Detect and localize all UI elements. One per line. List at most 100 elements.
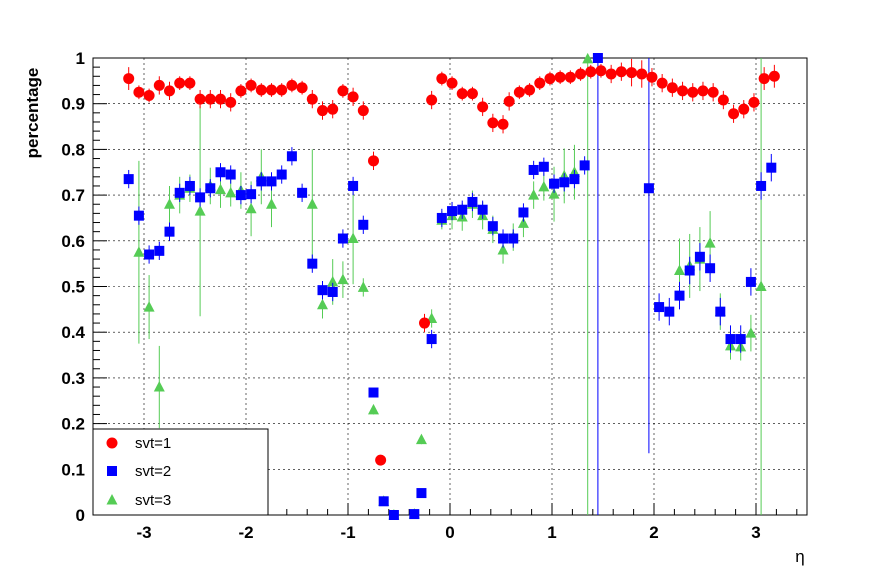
data-point — [419, 317, 430, 329]
x-tick-label: -2 — [238, 523, 253, 542]
data-point — [687, 86, 699, 98]
data-point — [194, 93, 206, 105]
y-tick-label: 0.2 — [61, 415, 85, 434]
data-point — [306, 93, 318, 105]
data-point — [664, 306, 675, 317]
data-point — [297, 187, 308, 198]
data-point — [735, 334, 746, 345]
data-point — [368, 155, 379, 167]
data-point — [544, 73, 556, 85]
data-point — [143, 301, 155, 312]
data-point — [748, 96, 760, 108]
data-point — [717, 94, 729, 106]
data-point — [195, 192, 206, 203]
series-square — [123, 53, 777, 520]
data-point — [579, 160, 590, 171]
data-point — [528, 164, 539, 175]
data-point — [503, 95, 515, 107]
axis-layer: -3 -2 -1 0 1 2 3 0 0.1 0.2 0.3 0.4 0.5 0.6 0.7 0.8 0.9 1 — [61, 49, 798, 542]
data-point — [245, 202, 257, 214]
data-point — [317, 105, 328, 117]
data-point — [286, 151, 297, 162]
data-point — [513, 86, 525, 98]
data-point — [225, 186, 237, 198]
data-point — [358, 219, 369, 230]
data-point — [554, 71, 566, 83]
data-point — [204, 93, 216, 105]
data-point — [174, 187, 185, 198]
data-point — [357, 281, 369, 292]
data-point — [368, 387, 379, 398]
legend-marker — [106, 437, 118, 449]
data-point — [626, 67, 638, 79]
data-point — [368, 403, 379, 415]
data-point — [266, 176, 277, 187]
data-point — [256, 176, 267, 187]
data-point — [766, 162, 777, 173]
data-point — [745, 276, 756, 287]
legend-markers — [106, 437, 118, 505]
data-point — [666, 82, 678, 94]
data-point — [215, 93, 226, 105]
data-point — [559, 177, 570, 188]
data-point — [564, 71, 576, 83]
series-circle — [123, 58, 780, 466]
data-point — [255, 84, 267, 96]
data-point — [528, 189, 540, 200]
data-point — [725, 334, 736, 345]
y-tick-label: 0.4 — [61, 323, 85, 342]
data-point — [549, 178, 560, 189]
legend: svt=1 svt=2 svt=3 — [92, 428, 269, 516]
data-point — [164, 198, 175, 209]
data-point — [123, 73, 135, 85]
data-point — [133, 210, 144, 221]
data-point — [426, 94, 438, 106]
data-point — [487, 117, 499, 129]
data-point — [518, 207, 529, 218]
data-point — [524, 84, 536, 96]
data-point — [585, 66, 597, 78]
data-point — [164, 85, 175, 97]
data-point — [426, 334, 437, 345]
x-tick-label: 2 — [649, 523, 658, 542]
data-point — [327, 286, 338, 297]
data-point — [296, 82, 308, 94]
data-point — [677, 85, 689, 97]
data-point — [756, 180, 767, 191]
data-point — [456, 88, 468, 100]
y-tick-label: 1 — [76, 49, 85, 68]
data-point — [643, 183, 654, 194]
data-point — [246, 189, 257, 200]
series-layer — [123, 52, 780, 520]
x-tick-label: -3 — [136, 523, 151, 542]
data-point — [357, 105, 369, 117]
data-point — [487, 221, 498, 232]
data-point — [306, 198, 318, 209]
legend-label-svt3: svt=3 — [135, 492, 171, 509]
data-point — [538, 161, 549, 172]
data-point — [446, 77, 458, 89]
data-point — [144, 249, 155, 260]
data-point — [768, 70, 780, 82]
data-point — [705, 263, 716, 274]
data-point — [728, 108, 740, 120]
data-point — [153, 79, 165, 91]
data-point — [467, 196, 478, 207]
data-point — [582, 52, 594, 64]
data-point — [378, 496, 389, 507]
data-point — [548, 188, 560, 199]
data-point — [416, 488, 427, 499]
data-point — [447, 206, 458, 217]
data-point — [646, 71, 658, 83]
data-point — [415, 433, 427, 445]
data-point — [477, 204, 488, 215]
data-point — [615, 66, 627, 78]
data-point — [276, 84, 288, 96]
x-tick-label: 0 — [445, 523, 454, 542]
data-point — [317, 285, 328, 296]
data-point — [738, 103, 750, 115]
data-point — [347, 232, 359, 244]
data-point — [307, 258, 318, 269]
data-point — [498, 233, 509, 244]
y-tick-label: 0.1 — [61, 460, 85, 479]
